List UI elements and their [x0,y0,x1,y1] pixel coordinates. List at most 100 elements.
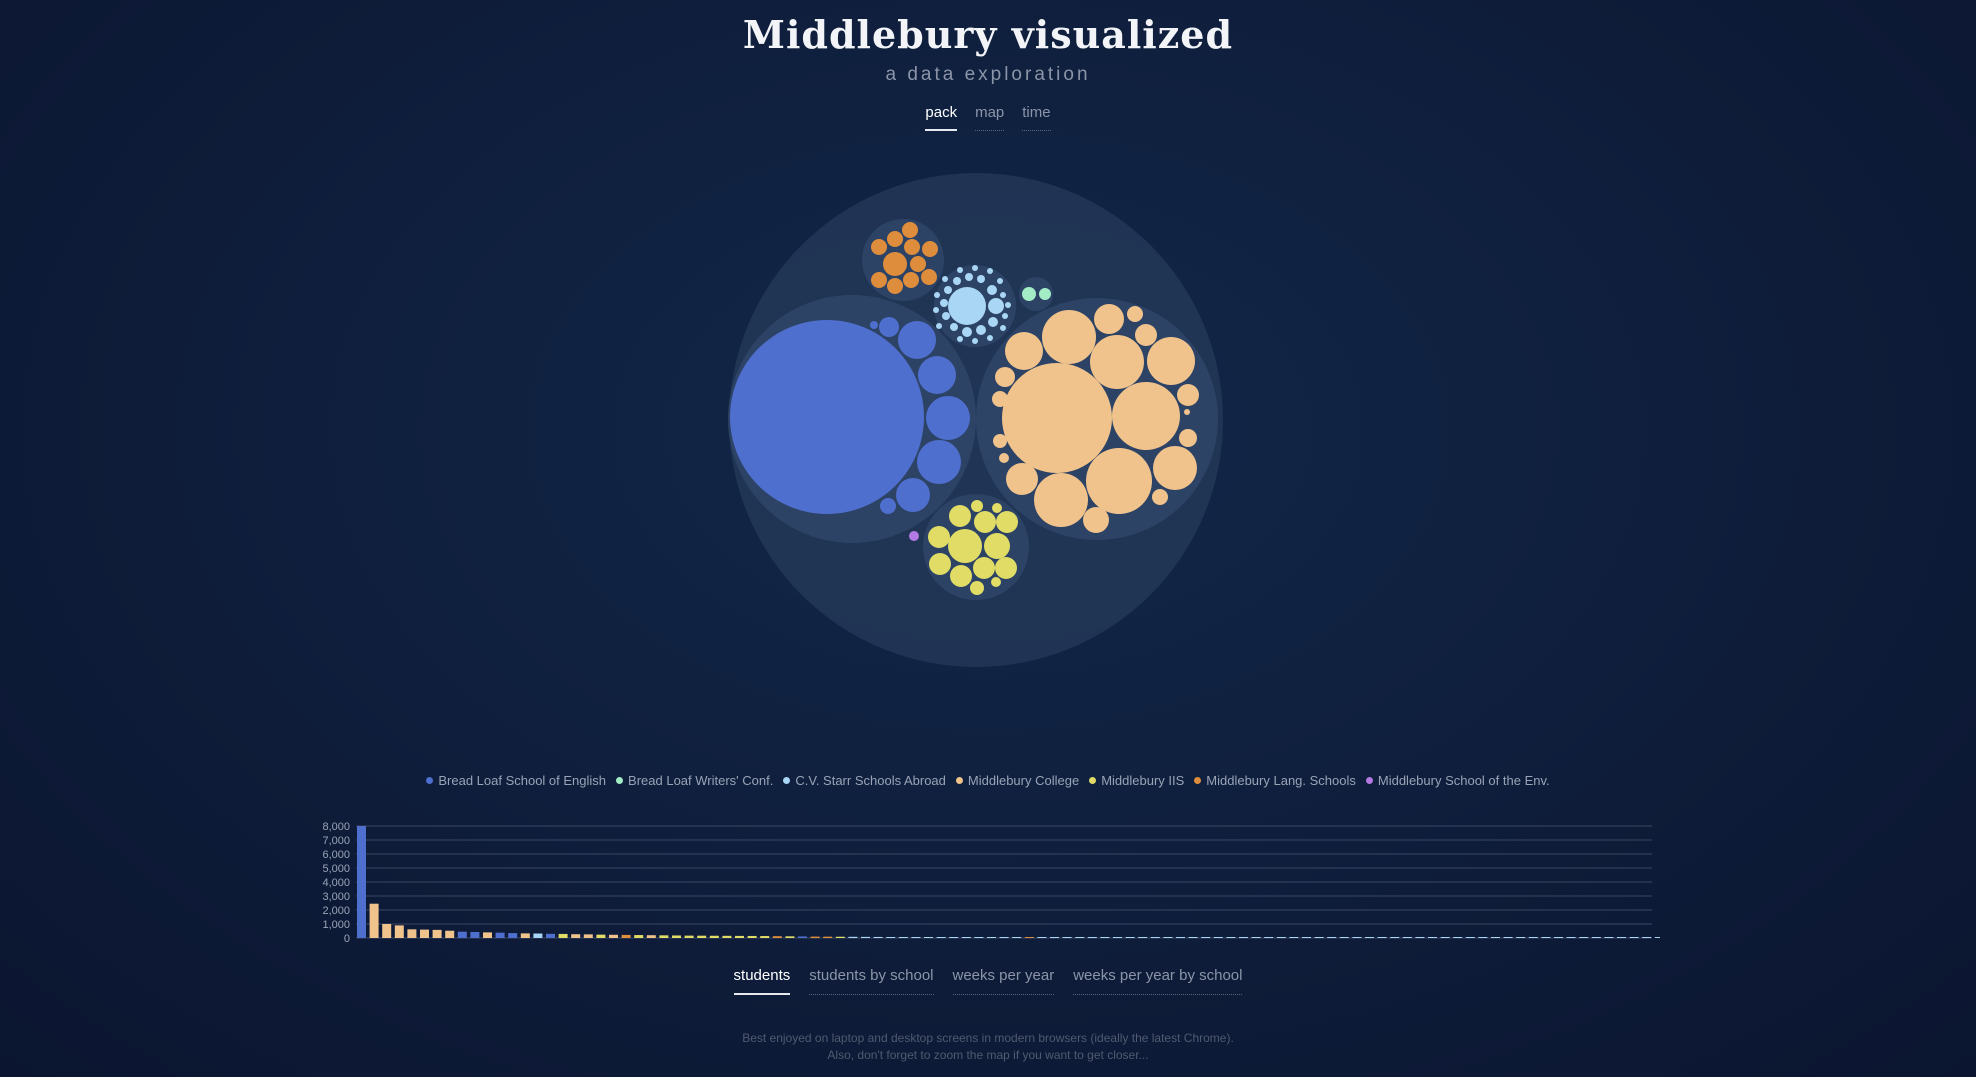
bar[interactable] [747,935,757,938]
pack-node[interactable] [903,272,919,288]
bar[interactable] [1213,937,1223,938]
bar[interactable] [1579,937,1589,938]
bar[interactable] [810,936,820,938]
pack-node[interactable] [1094,304,1124,334]
pack-node[interactable] [887,231,903,247]
pack-node[interactable] [962,327,972,337]
bar[interactable] [1339,937,1349,938]
pack-node[interactable] [1000,325,1006,331]
pack-node[interactable] [984,533,1010,559]
pack-node[interactable] [1083,507,1109,533]
pack-node[interactable] [950,323,958,331]
bar[interactable] [1138,937,1148,938]
bar[interactable] [823,936,833,938]
bar[interactable] [1629,937,1639,938]
bar[interactable] [999,937,1009,938]
bar[interactable] [1654,937,1660,938]
pack-node[interactable] [928,526,950,548]
bar[interactable] [1453,937,1463,938]
bar[interactable] [898,937,908,938]
pack-node[interactable] [957,267,963,273]
bar[interactable] [1617,937,1626,938]
bar[interactable] [709,935,719,938]
pack-node[interactable] [973,557,995,579]
bar[interactable] [1528,937,1538,938]
pack-node[interactable] [922,241,938,257]
bar[interactable] [672,935,681,938]
pack-node[interactable] [921,269,937,285]
bar[interactable] [621,934,631,938]
bar[interactable] [873,936,883,938]
pack-node[interactable] [1152,489,1168,505]
pack-node[interactable] [902,222,918,238]
bar[interactable] [1100,937,1110,938]
bar[interactable] [483,932,492,938]
bar[interactable] [420,929,429,938]
pack-node[interactable] [972,265,978,271]
pack-node[interactable] [870,321,878,329]
pack-node[interactable] [898,321,936,359]
bar[interactable] [1176,937,1185,938]
pack-node[interactable] [991,577,1001,587]
bar[interactable] [457,931,467,938]
bar[interactable] [1491,937,1500,938]
bar[interactable] [1113,937,1122,938]
pack-node[interactable] [950,565,972,587]
bar[interactable] [1440,937,1450,938]
tab-pack[interactable]: pack [925,104,958,131]
pack-node[interactable] [1039,288,1051,300]
pack-node[interactable] [1184,409,1190,415]
bar[interactable] [1503,937,1513,938]
bar[interactable] [571,934,581,938]
bar[interactable] [495,932,505,938]
pack-node[interactable] [974,511,996,533]
pack-node[interactable] [1127,306,1143,322]
pack-node[interactable] [971,500,983,512]
bar[interactable] [470,931,480,938]
bar[interactable] [1465,937,1475,938]
pack-node[interactable] [1112,382,1180,450]
bar[interactable] [886,937,896,938]
pack-node[interactable] [965,273,973,281]
legend-item-writers-conf[interactable]: Bread Loaf Writers' Conf. [616,773,773,788]
bar[interactable] [848,936,858,938]
pack-node[interactable] [871,239,887,255]
bar[interactable] [609,934,618,938]
bar[interactable] [974,937,984,938]
bar[interactable] [861,936,870,938]
pack-node[interactable] [997,278,1003,284]
pack-node[interactable] [934,292,940,298]
bar[interactable] [659,935,669,938]
pack-node[interactable] [987,268,993,274]
pack-node[interactable] [730,320,924,514]
pack-node[interactable] [1005,332,1043,370]
bar[interactable] [1402,937,1412,938]
bar[interactable] [735,935,744,938]
pack-node[interactable] [992,391,1008,407]
bar[interactable] [1226,937,1236,938]
bar[interactable] [646,935,656,938]
pack-node[interactable] [972,338,978,344]
pack-node[interactable] [976,325,986,335]
pack-node[interactable] [879,317,899,337]
bar[interactable] [1037,937,1047,938]
bar[interactable] [835,936,845,938]
pack-node[interactable] [992,503,1002,513]
bar[interactable] [533,933,543,938]
bar[interactable] [987,937,996,938]
bar[interactable] [1201,937,1211,938]
pack-node[interactable] [1002,313,1008,319]
bar[interactable] [772,936,782,938]
pack-node[interactable] [887,278,903,294]
pack-node[interactable] [995,367,1015,387]
pack-node[interactable] [1179,429,1197,447]
pack-node[interactable] [940,299,948,307]
bar[interactable] [798,936,807,938]
legend-item-middlebury-college[interactable]: Middlebury College [955,773,1079,788]
bar[interactable] [1188,937,1198,938]
pack-node[interactable] [999,453,1009,463]
tab-map[interactable]: map [975,104,1005,131]
pack-node[interactable] [880,498,896,514]
bar[interactable] [1075,937,1085,938]
bar[interactable] [1264,937,1274,938]
